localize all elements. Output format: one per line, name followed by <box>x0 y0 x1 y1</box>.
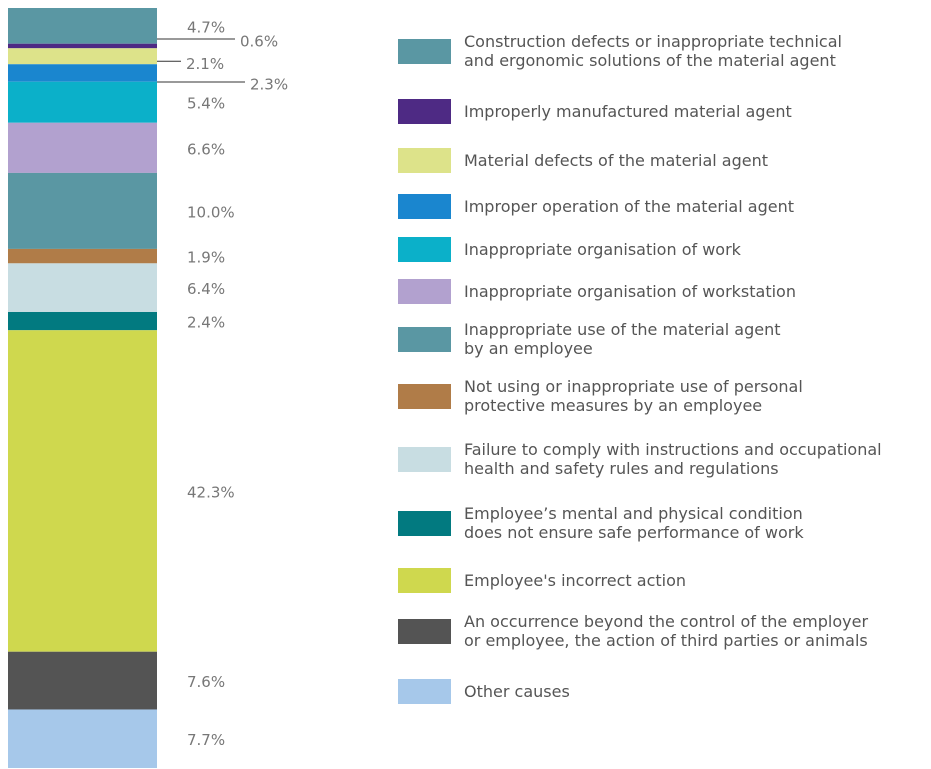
legend-item: Construction defects or inappropriate te… <box>398 32 842 70</box>
legend-swatch <box>398 98 451 124</box>
value-label: 2.1% <box>186 55 224 73</box>
bar-segment <box>8 709 157 768</box>
legend-swatch <box>398 278 451 304</box>
bar-segment <box>8 8 157 44</box>
legend-item: Inappropriate organisation of workstatio… <box>398 278 796 304</box>
legend-item: Not using or inappropriate use of person… <box>398 377 803 415</box>
legend-swatch <box>398 193 451 219</box>
legend-item: Employee's incorrect action <box>398 567 687 593</box>
legend-swatch <box>398 38 451 64</box>
legend-label: Construction defects or inappropriate te… <box>464 32 842 70</box>
legend-item: Inappropriate use of the material agent … <box>398 320 781 358</box>
legend-label: Inappropriate use of the material agent … <box>464 320 781 358</box>
value-label: 2.4% <box>187 314 225 332</box>
legend-swatch <box>398 678 451 704</box>
legend-label: Other causes <box>464 681 570 701</box>
legend-label: Inappropriate organisation of work <box>464 239 741 259</box>
legend-item: Improper operation of the material agent <box>398 193 794 219</box>
legend-item: Material defects of the material agent <box>398 147 768 173</box>
legend-label: Improper operation of the material agent <box>464 196 794 216</box>
legend-swatch <box>398 383 451 409</box>
legend-swatch <box>398 618 451 644</box>
bar-segment <box>8 81 157 123</box>
legend-item: Inappropriate organisation of work <box>398 236 741 262</box>
value-label: 6.4% <box>187 280 225 298</box>
value-label: 0.6% <box>240 33 278 51</box>
bar-segment <box>8 312 157 331</box>
value-label: 10.0% <box>187 203 235 221</box>
legend-swatch <box>398 326 451 352</box>
legend-label: Employee’s mental and physical condition… <box>464 504 804 542</box>
bar-segment <box>8 263 157 312</box>
value-label: 6.6% <box>187 140 225 158</box>
value-label: 7.6% <box>187 673 225 691</box>
value-label: 7.7% <box>187 731 225 749</box>
legend-swatch <box>398 236 451 262</box>
bar-segment <box>8 43 157 49</box>
bar-segment <box>8 64 157 82</box>
legend-swatch <box>398 147 451 173</box>
value-label: 4.7% <box>187 18 225 36</box>
legend-swatch <box>398 510 451 536</box>
legend-label: Material defects of the material agent <box>464 150 768 170</box>
value-label: 42.3% <box>187 483 235 501</box>
bar-segment <box>8 651 157 710</box>
legend-swatch <box>398 567 451 593</box>
legend-label: Not using or inappropriate use of person… <box>464 377 803 415</box>
bar-segment <box>8 248 157 264</box>
legend-label: Employee's incorrect action <box>464 570 687 590</box>
legend-item: An occurrence beyond the control of the … <box>398 612 868 650</box>
bar-segment <box>8 48 157 65</box>
value-label: 2.3% <box>250 75 288 93</box>
legend-item: Other causes <box>398 678 570 704</box>
legend-label: Inappropriate organisation of workstatio… <box>464 281 796 301</box>
bar-segment <box>8 330 157 652</box>
value-label: 1.9% <box>187 249 225 267</box>
legend-label: An occurrence beyond the control of the … <box>464 612 869 650</box>
legend-label: Improperly manufactured material agent <box>464 101 792 121</box>
value-label: 5.4% <box>187 95 225 113</box>
legend-item: Improperly manufactured material agent <box>398 98 792 124</box>
legend-swatch <box>398 446 451 472</box>
legend-item: Employee’s mental and physical condition… <box>398 504 804 542</box>
bar-segment <box>8 172 157 249</box>
legend-item: Failure to comply with instructions and … <box>398 440 882 478</box>
legend-label: Failure to comply with instructions and … <box>464 440 882 478</box>
bar-segment <box>8 122 157 173</box>
